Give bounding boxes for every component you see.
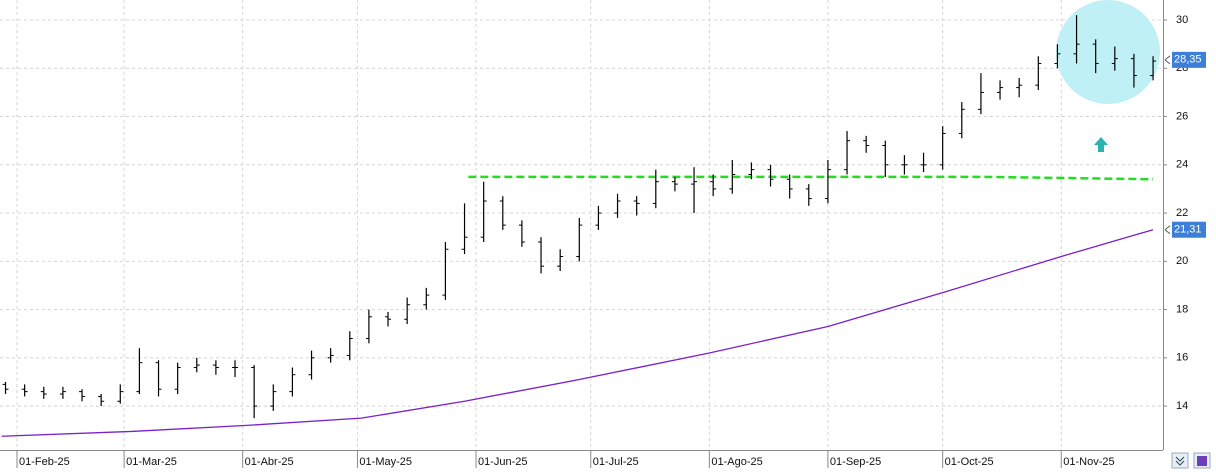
price-tag-label: 21,31 [1174,224,1202,236]
y-tick-label: 16 [1176,352,1188,364]
price-tag [1172,51,1206,68]
x-tick-label: 01-Mar-25 [126,456,177,468]
plot [1,15,1157,437]
x-tick-label: 01-May-25 [359,456,412,468]
x-tick-label: 01-Oct-25 [945,456,994,468]
price-tag-label: 28,35 [1174,54,1202,66]
moving-average-line [1,229,1154,437]
x-tick-label: 01-Jul-25 [593,456,639,468]
price-tag-pointer [1164,225,1171,235]
y-tick-label: 22 [1176,207,1188,219]
price-tag [1172,221,1206,238]
up-arrow [1094,137,1108,152]
grid [0,0,1163,450]
y-tick-label: 26 [1176,110,1188,122]
x-tick-label: 01-Nov-25 [1063,456,1114,468]
y-tick-label: 14 [1176,400,1188,412]
y-tick-label: 18 [1176,303,1188,315]
y-tick-label: 30 [1176,14,1188,26]
y-tick-label: 20 [1176,255,1188,267]
x-tick-label: 01-Abr-25 [245,456,294,468]
price-tag-pointer [1164,55,1171,65]
y-tick-label: 24 [1176,159,1188,171]
x-tick-label: 01-Ago-25 [711,456,762,468]
x-tick-label: 01-Sep-25 [830,456,881,468]
x-tick-label: 01-Jun-25 [478,456,528,468]
support-line [468,175,1154,181]
save-icon [1197,456,1207,466]
scroll-icon [1175,456,1185,466]
x-tick-label: 01-Feb-25 [19,456,70,468]
highlight-circle [1056,0,1160,104]
